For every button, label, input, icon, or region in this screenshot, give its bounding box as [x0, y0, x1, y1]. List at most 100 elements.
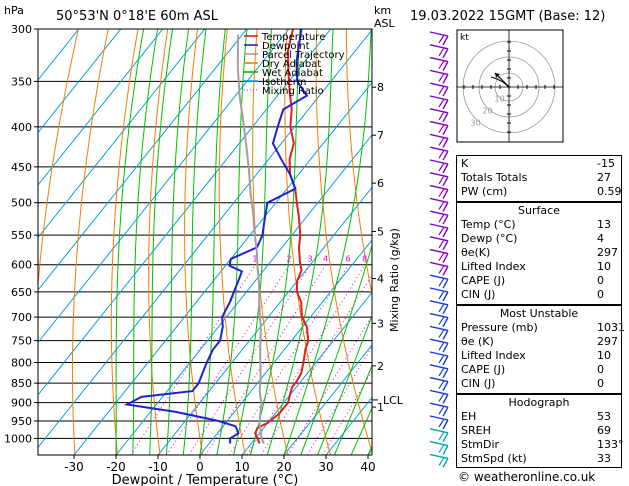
surface-row: θe(K) 297 — [461, 246, 618, 259]
isotherm — [115, 134, 372, 455]
wind-barb — [429, 108, 449, 123]
hodograph-ring-label: 30 — [471, 119, 481, 128]
dry-adiabat — [38, 29, 79, 291]
x-tick-label: 30 — [318, 460, 333, 474]
barb-flag — [442, 35, 449, 46]
barb-flag — [442, 291, 449, 302]
km-label: 1 — [377, 401, 384, 414]
wind-barb — [429, 184, 449, 199]
barb-flag — [442, 99, 449, 110]
barb-flag — [438, 393, 445, 402]
barb-shaft — [429, 261, 449, 268]
wind-barb — [429, 210, 449, 225]
pressure-label: 1000 — [4, 432, 32, 445]
dry-adiabat — [345, 29, 372, 297]
x-tick-label: 20 — [276, 460, 291, 474]
datetime: 19.03.2022 15GMT (Base: 12) — [410, 9, 606, 24]
km-label: 8 — [377, 81, 384, 94]
barb-flag — [442, 330, 449, 340]
barb-flag — [442, 189, 449, 199]
barb-flag — [438, 405, 445, 415]
barb-shaft — [429, 300, 449, 306]
pressure-label: 850 — [11, 377, 32, 390]
surface-row: Lifted Index 10 — [461, 260, 611, 273]
wind-barb — [429, 300, 449, 315]
barb-flag — [438, 444, 445, 453]
barb-flag — [442, 368, 449, 379]
mixing-ratio-line — [229, 264, 349, 455]
location-title: 50°53'N 0°18'E 60m ASL — [56, 9, 218, 24]
barb-shaft — [429, 44, 449, 50]
legend-label: Temperature — [261, 32, 325, 43]
wind-barb — [429, 351, 449, 366]
barb-flag — [438, 213, 445, 223]
barb-shaft — [429, 402, 449, 408]
barb-shaft — [429, 364, 449, 370]
barb-flag — [442, 419, 449, 430]
pressure-label: 600 — [11, 259, 32, 272]
barb-flag — [438, 47, 445, 57]
most-unstable-box: Most Unstable Pressure (mb) 1031 θe (K) 29… — [456, 305, 625, 394]
isotherm — [38, 29, 372, 449]
barb-shaft — [429, 56, 449, 63]
barb-flag — [438, 201, 445, 210]
barb-flag — [438, 226, 445, 236]
barb-shaft — [429, 325, 449, 332]
mixing-ratio-label: 2 — [286, 255, 291, 264]
mixing-ratio-label: 4 — [323, 255, 328, 264]
isotherm — [73, 81, 372, 455]
x-tick-label: -30 — [64, 460, 84, 474]
mu-row: Lifted Index 10 — [461, 349, 611, 362]
barb-shaft — [429, 274, 449, 280]
legend-label: Dry Adiabat — [262, 59, 321, 70]
wind-barb — [429, 31, 449, 46]
x-tick-label: 40 — [360, 460, 375, 474]
isotherm — [157, 186, 372, 455]
barb-shaft — [429, 428, 449, 434]
barb-shaft — [429, 389, 449, 396]
barb-shaft — [429, 31, 449, 37]
barb-flag — [438, 303, 445, 313]
barb-flag — [442, 176, 449, 187]
wind-barb — [429, 274, 449, 289]
wind-barb — [429, 287, 449, 302]
barb-shaft — [429, 287, 449, 293]
barb-flag — [442, 202, 449, 212]
km-label: 3 — [377, 317, 384, 330]
legend-label: Mixing Ratio — [262, 86, 324, 97]
barb-shaft — [429, 184, 449, 191]
most-unstable-title: Most Unstable — [499, 307, 579, 320]
wind-barb — [429, 146, 449, 161]
mixing-ratio-label: 20 — [418, 255, 428, 264]
isotherm — [38, 29, 248, 291]
barb-shaft — [429, 133, 449, 140]
barb-flag — [438, 418, 445, 428]
surface-title: Surface — [518, 204, 560, 217]
barb-shaft — [429, 82, 449, 88]
wind-barb — [429, 325, 449, 340]
wet-adiabat — [333, 364, 372, 455]
barb-shaft — [429, 223, 449, 229]
barb-flag — [442, 253, 449, 263]
hodograph-table: Hodograph EH 53 SREH 69 StmDir 133° StmSpd … — [456, 394, 624, 468]
pressure-label: 400 — [11, 121, 32, 134]
barb-flag — [442, 304, 449, 315]
barb-flag — [442, 125, 449, 135]
barb-shaft — [429, 415, 449, 421]
barb-flag — [438, 137, 445, 146]
isotherm — [283, 344, 372, 455]
isotherm — [38, 29, 164, 186]
barb-flag — [438, 431, 445, 441]
barb-shaft — [429, 351, 449, 357]
asl-unit: ASL — [374, 17, 395, 30]
barb-flag — [442, 227, 449, 238]
isotherm — [241, 291, 372, 455]
pressure-label: 650 — [11, 286, 32, 299]
barb-flag — [438, 265, 445, 274]
wind-barb — [429, 248, 449, 263]
barb-shaft — [429, 248, 449, 255]
pressure-label: 300 — [11, 23, 32, 36]
index-row: PW (cm) 0.59 — [461, 185, 622, 198]
